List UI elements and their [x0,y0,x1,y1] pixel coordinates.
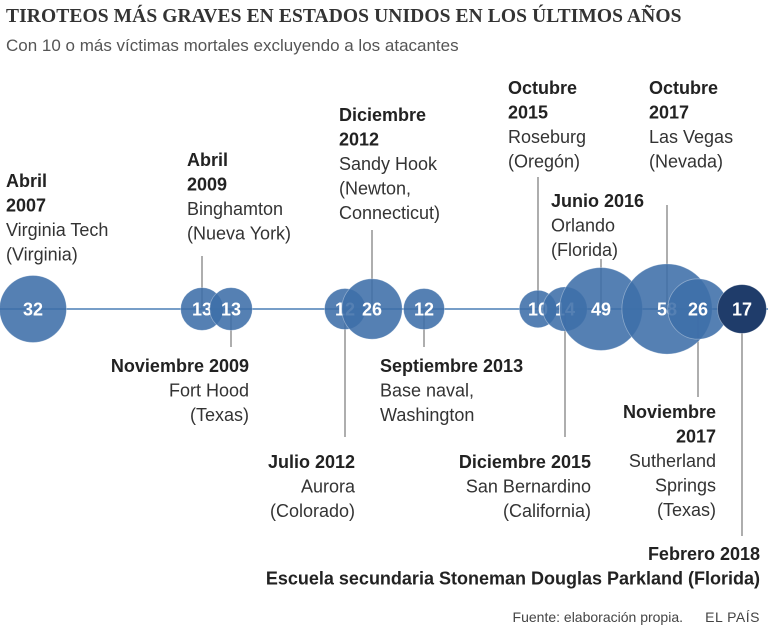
event-label-febrero-2018: Febrero 2018 Escuela secundaria Stoneman … [266,544,760,589]
event-label-julio-2012: Julio 2012 Aurora (Colorado) [268,452,356,521]
value-label-junio-2016: 49 [591,300,611,320]
event-place-abril-2009-1: Binghamton [187,199,283,219]
value-label-octubre-2015: 10 [528,300,548,320]
event-date-abril-2007-1: Abril [6,171,47,191]
event-place-noviembre-2009-2: (Texas) [190,405,249,425]
event-label-abril-2009: Abril 2009 Binghamton (Nueva York) [187,150,291,244]
event-label-junio-2016: Junio 2016 Orlando (Florida) [551,191,644,260]
event-date-octubre-2015-1: Octubre [508,78,577,98]
event-date-abril-2009-1: Abril [187,150,228,170]
event-date-noviembre-2017-1: Noviembre [623,402,716,422]
bubble-septiembre-2013 [403,288,445,330]
event-place-septiembre-2013-2: Washington [380,405,474,425]
event-date-octubre-2017-1: Octubre [649,78,718,98]
event-date-diciembre-2012-1: Diciembre [339,105,426,125]
event-place-octubre-2017-1: Las Vegas [649,127,733,147]
event-place-octubre-2017-2: (Nevada) [649,152,723,172]
event-date-noviembre-2009: Noviembre 2009 [111,356,249,376]
event-place-junio-2016-1: Orlando [551,216,615,236]
chart-subtitle: Con 10 o más víctimas mortales excluyend… [6,36,459,55]
event-label-diciembre-2015: Diciembre 2015 San Bernardino (California) [459,452,591,521]
value-label-abril-2009: 13 [192,300,212,320]
event-place-noviembre-2017-2: Springs [655,476,716,496]
bubbles-group: 321313122612101449582617 [0,263,767,355]
event-date-febrero-2018: Febrero 2018 [648,544,760,564]
event-place-noviembre-2017-1: Sutherland [629,451,716,471]
event-date-julio-2012: Julio 2012 [268,452,355,472]
event-label-abril-2007: Abril 2007 Virginia Tech (Virginia) [6,171,108,265]
event-label-noviembre-2017: Noviembre 2017 Sutherland Springs (Texas) [623,402,716,520]
event-place-octubre-2015-1: Roseburg [508,127,586,147]
event-date-diciembre-2015: Diciembre 2015 [459,452,591,472]
event-place-diciembre-2015-1: San Bernardino [466,477,591,497]
event-date-junio-2016: Junio 2016 [551,191,644,211]
event-date-diciembre-2012-2: 2012 [339,130,379,150]
event-place-diciembre-2012-3: Connecticut) [339,203,440,223]
event-label-diciembre-2012: Diciembre 2012 Sandy Hook (Newton, Connectic… [339,105,440,223]
event-place-abril-2009-2: (Nueva York) [187,224,291,244]
value-label-noviembre-2009: 13 [221,300,241,320]
event-place-junio-2016-2: (Florida) [551,240,618,260]
event-place-julio-2012-2: (Colorado) [270,501,355,521]
event-labels-group: Abril 2007 Virginia Tech (Virginia) Abril 200… [6,78,760,589]
event-place-diciembre-2012-1: Sandy Hook [339,154,438,174]
bubble-timeline-chart: 321313122612101449582617 Abril2007Virgin… [0,78,768,589]
event-date-octubre-2017-2: 2017 [649,103,689,123]
event-place-noviembre-2009-1: Fort Hood [169,381,249,401]
footer-source: Fuente: elaboración propia. [512,609,683,625]
value-label-septiembre-2013: 12 [414,300,434,320]
bubble-febrero-2018 [717,284,767,334]
chart-title: TIROTEOS MÁS GRAVES EN ESTADOS UNIDOS EN… [6,6,682,27]
value-label-febrero-2018: 17 [732,300,752,320]
event-place-diciembre-2015-2: (California) [503,501,591,521]
event-place-septiembre-2013-1: Base naval, [380,381,474,401]
event-place-abril-2007-1: Virginia Tech [6,220,108,240]
bubble-noviembre-2009 [209,287,253,331]
event-label-septiembre-2013: Septiembre 2013 Base naval, Washington [380,356,523,425]
value-label-abril-2007: 32 [23,300,43,320]
event-date-abril-2009-2: 2009 [187,175,227,195]
event-place-febrero-2018-1: Escuela secundaria Stoneman Douglas Park… [266,569,760,589]
event-place-noviembre-2017-3: (Texas) [657,500,716,520]
event-place-diciembre-2012-2: (Newton, [339,179,411,199]
bubble-abril-2007 [0,275,67,343]
event-label-octubre-2017: Octubre 2017 Las Vegas (Nevada) [649,78,733,172]
event-place-abril-2007-2: (Virginia) [6,245,78,265]
event-date-octubre-2015-2: 2015 [508,103,548,123]
event-label-octubre-2015: Octubre 2015 Roseburg (Oregón) [508,78,586,172]
event-date-abril-2007-2: 2007 [6,196,46,216]
event-date-noviembre-2017-2: 2017 [676,427,716,447]
event-place-julio-2012-1: Aurora [301,477,356,497]
value-label-diciembre-2012: 26 [362,300,382,320]
event-place-octubre-2015-2: (Oregón) [508,152,580,172]
event-label-noviembre-2009: Noviembre 2009 Fort Hood (Texas) [111,356,249,425]
footer-brand-logo: EL PAÍS [705,609,760,625]
bubble-diciembre-2012 [341,278,403,340]
event-date-septiembre-2013: Septiembre 2013 [380,356,523,376]
value-label-noviembre-2017: 26 [688,300,708,320]
